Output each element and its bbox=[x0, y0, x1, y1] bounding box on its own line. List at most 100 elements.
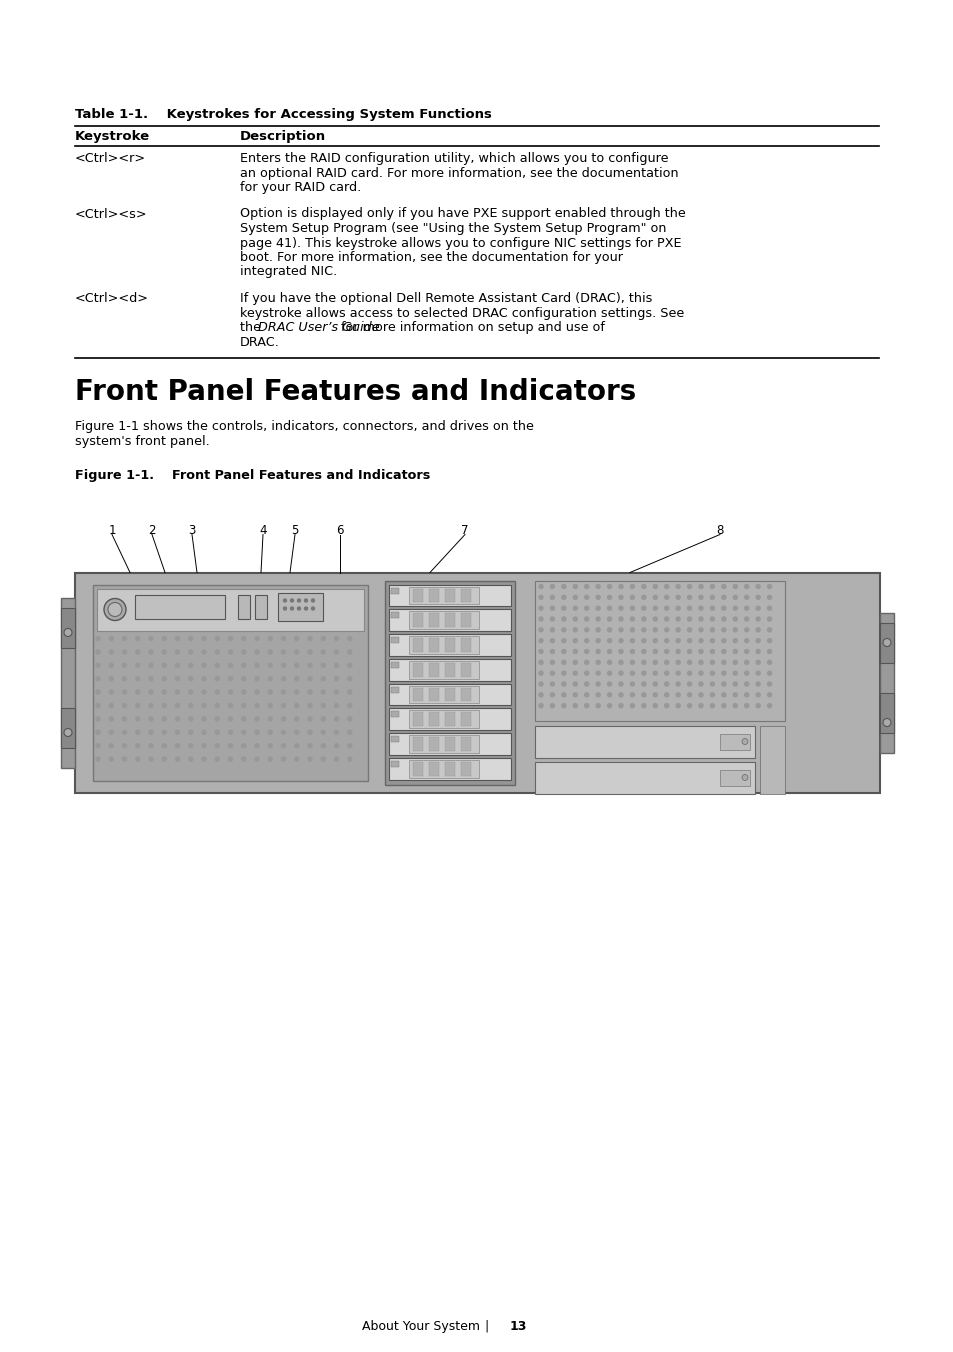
Circle shape bbox=[710, 627, 714, 631]
Circle shape bbox=[268, 703, 272, 707]
Circle shape bbox=[721, 627, 725, 631]
Text: Figure 1-1 shows the controls, indicators, connectors, and drives on the: Figure 1-1 shows the controls, indicator… bbox=[75, 420, 534, 433]
Circle shape bbox=[96, 664, 100, 668]
Circle shape bbox=[110, 677, 113, 680]
Circle shape bbox=[110, 717, 113, 721]
Circle shape bbox=[882, 718, 890, 726]
Circle shape bbox=[744, 584, 748, 588]
Circle shape bbox=[710, 649, 714, 653]
Circle shape bbox=[744, 627, 748, 631]
Text: 5: 5 bbox=[291, 525, 298, 538]
Circle shape bbox=[335, 637, 338, 641]
Circle shape bbox=[630, 606, 634, 610]
Circle shape bbox=[538, 638, 542, 642]
Circle shape bbox=[202, 757, 206, 761]
Bar bbox=[444, 638, 455, 652]
Circle shape bbox=[538, 606, 542, 610]
Circle shape bbox=[538, 617, 542, 621]
Circle shape bbox=[254, 703, 258, 707]
Circle shape bbox=[596, 692, 599, 696]
Circle shape bbox=[202, 717, 206, 721]
Circle shape bbox=[135, 650, 139, 654]
Circle shape bbox=[630, 660, 634, 664]
Circle shape bbox=[561, 681, 565, 685]
Circle shape bbox=[110, 637, 113, 641]
Circle shape bbox=[281, 677, 285, 680]
Circle shape bbox=[108, 603, 122, 617]
Text: 8: 8 bbox=[716, 525, 723, 538]
Circle shape bbox=[756, 660, 760, 664]
Circle shape bbox=[687, 649, 691, 653]
Circle shape bbox=[664, 584, 668, 588]
Circle shape bbox=[699, 703, 702, 707]
Circle shape bbox=[596, 595, 599, 599]
Circle shape bbox=[162, 703, 166, 707]
Circle shape bbox=[767, 703, 771, 707]
Circle shape bbox=[202, 650, 206, 654]
Circle shape bbox=[733, 595, 737, 599]
Circle shape bbox=[175, 690, 179, 694]
Circle shape bbox=[687, 692, 691, 696]
Circle shape bbox=[699, 692, 702, 696]
Circle shape bbox=[630, 617, 634, 621]
Circle shape bbox=[268, 717, 272, 721]
Circle shape bbox=[561, 617, 565, 621]
Circle shape bbox=[110, 664, 113, 668]
Circle shape bbox=[767, 671, 771, 675]
Circle shape bbox=[189, 650, 193, 654]
Circle shape bbox=[630, 627, 634, 631]
Circle shape bbox=[281, 664, 285, 668]
Bar bbox=[389, 658, 511, 680]
Bar bbox=[444, 737, 455, 750]
Circle shape bbox=[664, 703, 668, 707]
Circle shape bbox=[653, 617, 657, 621]
Circle shape bbox=[281, 717, 285, 721]
Circle shape bbox=[538, 584, 542, 588]
Circle shape bbox=[241, 730, 246, 734]
Circle shape bbox=[721, 671, 725, 675]
Circle shape bbox=[96, 703, 100, 707]
Circle shape bbox=[202, 730, 206, 734]
Circle shape bbox=[104, 599, 126, 621]
Circle shape bbox=[607, 660, 611, 664]
Bar bbox=[429, 737, 438, 750]
Circle shape bbox=[348, 730, 352, 734]
Circle shape bbox=[573, 584, 577, 588]
Circle shape bbox=[294, 650, 298, 654]
Bar bbox=[460, 588, 471, 602]
Circle shape bbox=[596, 681, 599, 685]
Circle shape bbox=[653, 627, 657, 631]
Circle shape bbox=[321, 730, 325, 734]
Circle shape bbox=[348, 650, 352, 654]
Circle shape bbox=[110, 730, 113, 734]
Circle shape bbox=[550, 617, 554, 621]
Circle shape bbox=[268, 637, 272, 641]
Circle shape bbox=[122, 677, 127, 680]
Circle shape bbox=[721, 703, 725, 707]
Text: DRAC.: DRAC. bbox=[240, 335, 279, 349]
Circle shape bbox=[254, 757, 258, 761]
Bar bbox=[720, 734, 749, 749]
Circle shape bbox=[744, 671, 748, 675]
Circle shape bbox=[676, 584, 679, 588]
Circle shape bbox=[229, 637, 233, 641]
Circle shape bbox=[291, 599, 294, 602]
Circle shape bbox=[756, 671, 760, 675]
Circle shape bbox=[149, 650, 152, 654]
Circle shape bbox=[550, 638, 554, 642]
Text: Keystroke: Keystroke bbox=[75, 130, 150, 143]
Circle shape bbox=[550, 660, 554, 664]
Circle shape bbox=[618, 703, 622, 707]
Circle shape bbox=[710, 703, 714, 707]
Circle shape bbox=[618, 692, 622, 696]
Circle shape bbox=[202, 703, 206, 707]
Circle shape bbox=[241, 664, 246, 668]
Circle shape bbox=[268, 690, 272, 694]
Bar bbox=[391, 761, 398, 767]
Circle shape bbox=[268, 650, 272, 654]
Circle shape bbox=[676, 595, 679, 599]
Text: for more information on setup and use of: for more information on setup and use of bbox=[336, 320, 604, 334]
Circle shape bbox=[618, 617, 622, 621]
Circle shape bbox=[268, 730, 272, 734]
Circle shape bbox=[573, 606, 577, 610]
